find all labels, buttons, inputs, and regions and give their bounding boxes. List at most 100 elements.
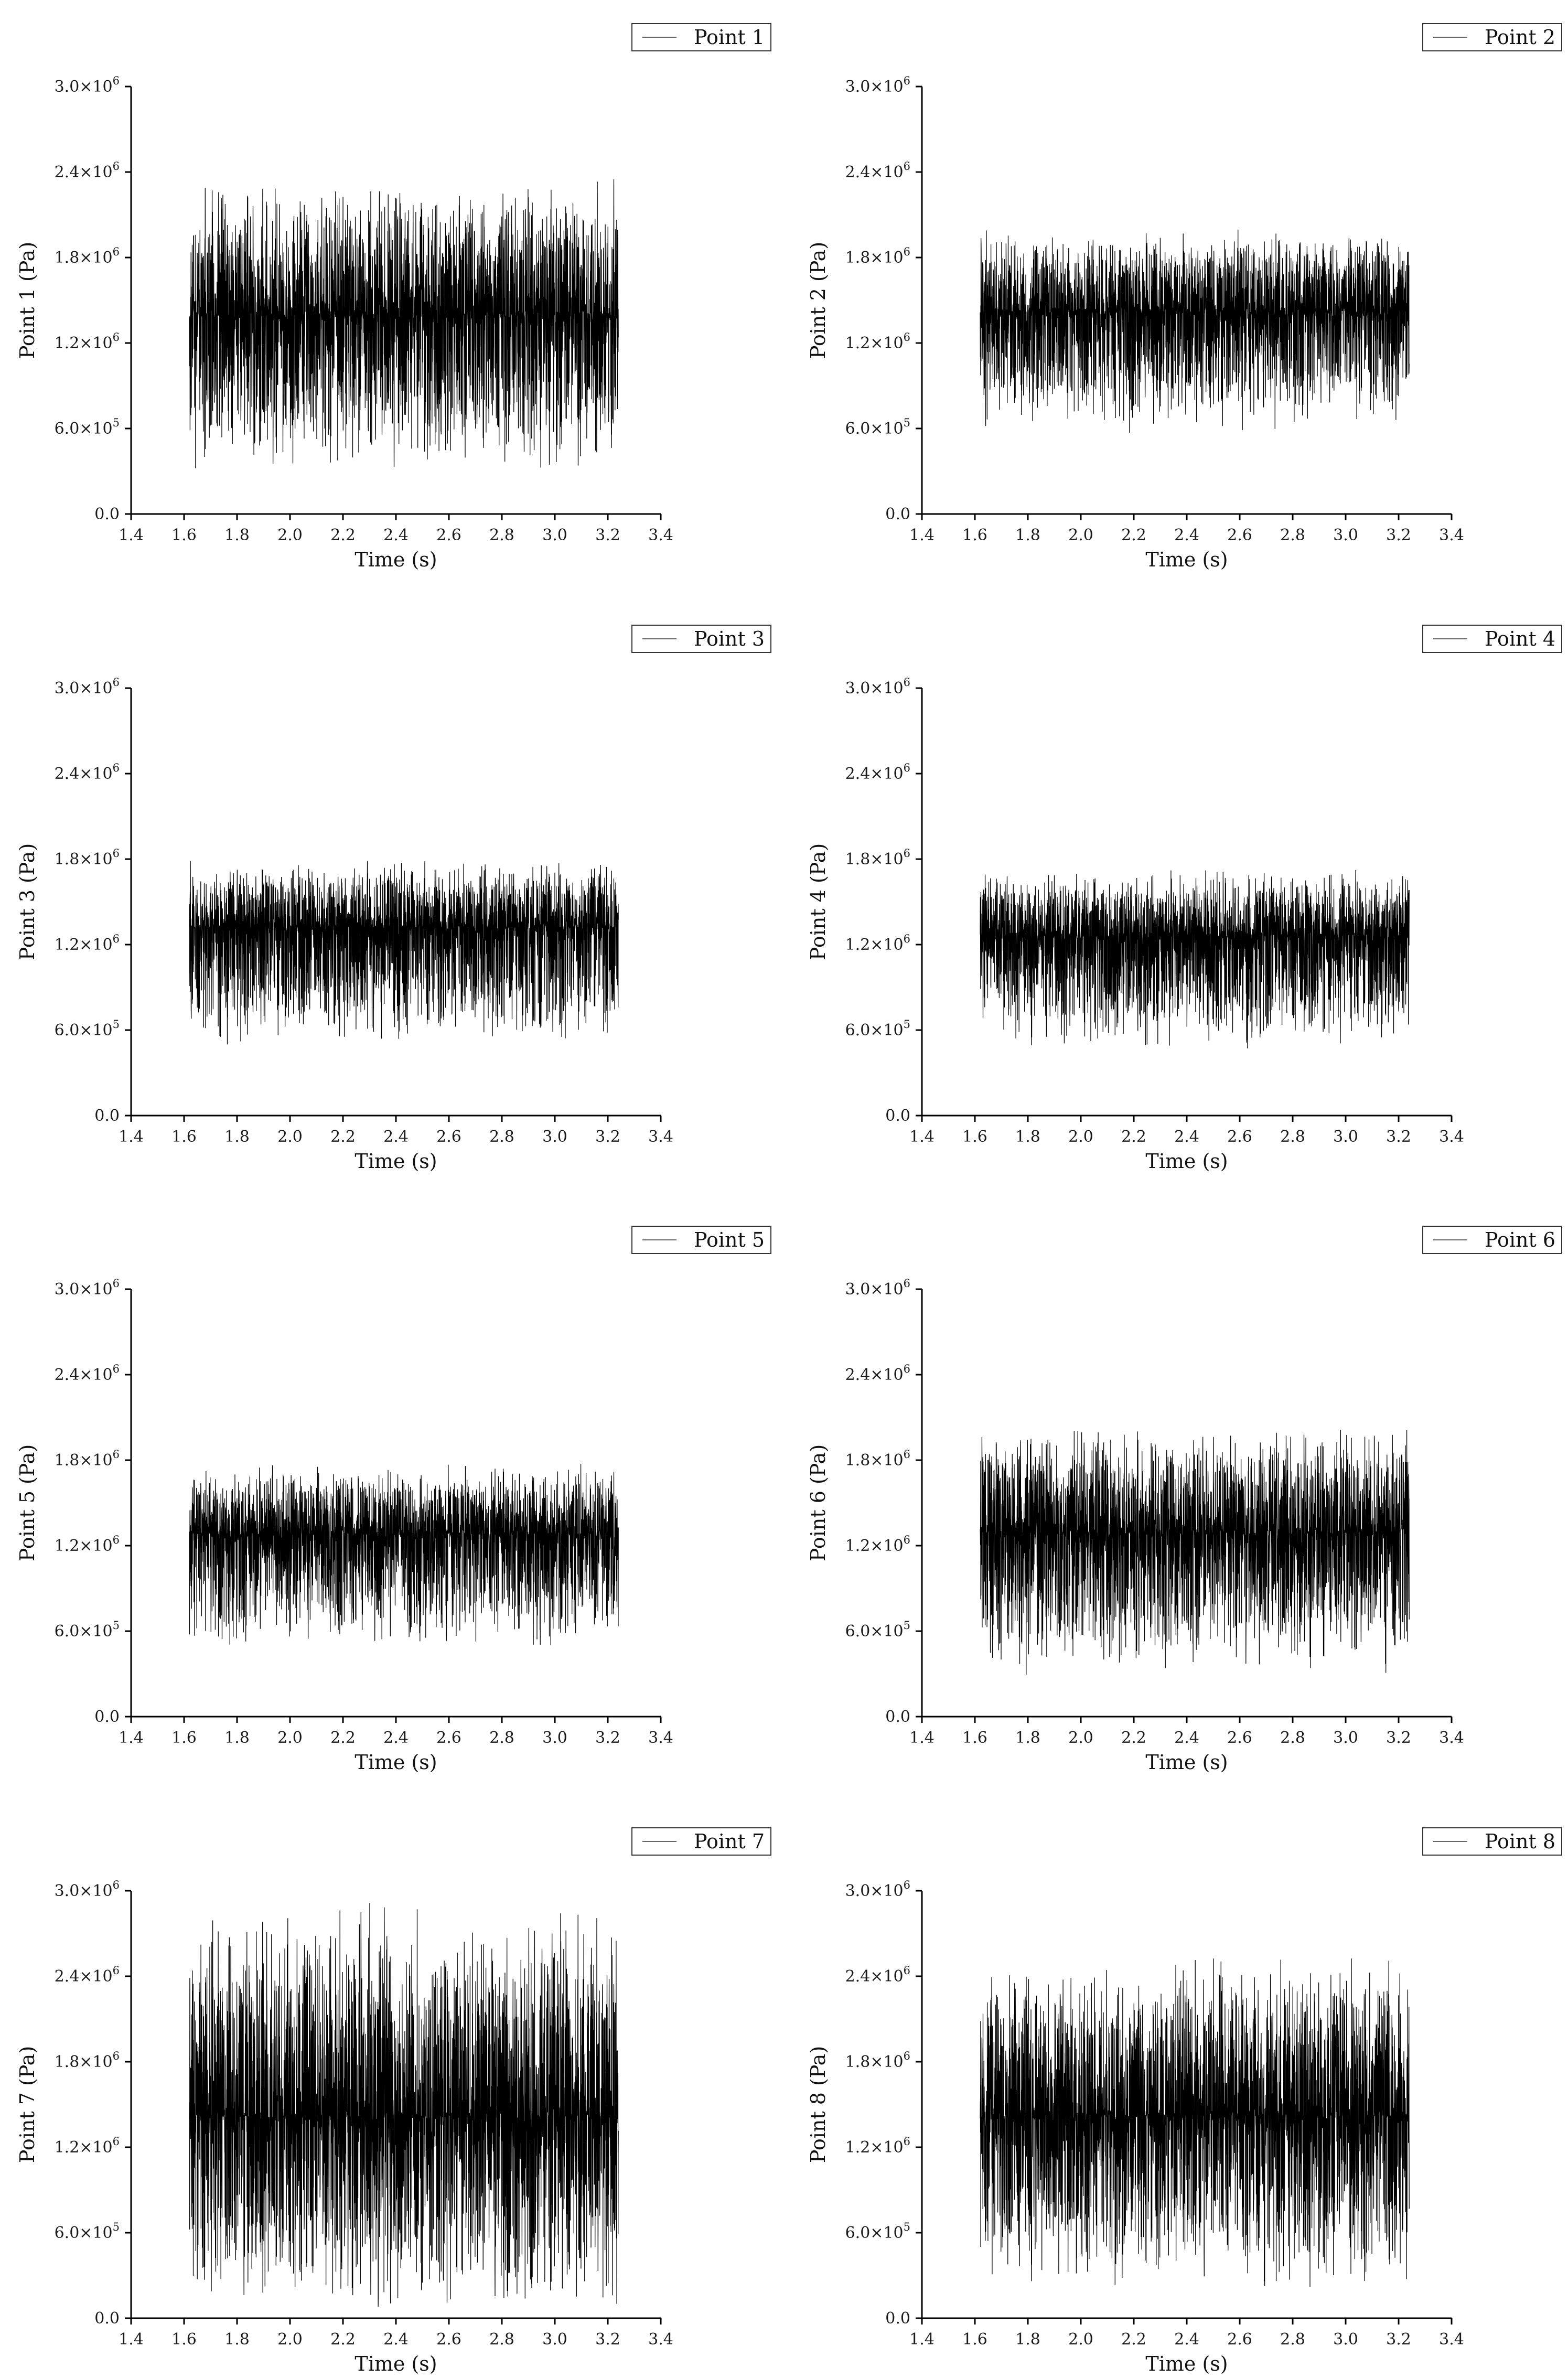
x-tick-label: 1.6 — [962, 1128, 987, 1146]
legend-label: Point 1 — [694, 26, 765, 49]
y-tick-label: 2.4×106 — [55, 762, 120, 783]
x-tick-label: 2.8 — [1280, 2330, 1305, 2349]
x-tick-label: 2.0 — [277, 2330, 303, 2349]
y-tick-label: 1.2×106 — [845, 2135, 910, 2157]
x-tick-label: 2.4 — [1174, 2330, 1199, 2349]
x-tick-label: 1.6 — [171, 1128, 197, 1146]
y-tick-label: 0.0 — [885, 1708, 910, 1726]
y-tick-label: 0.0 — [94, 1708, 120, 1726]
y-tick-label: 3.0×106 — [55, 676, 120, 698]
chart-panel-5: 1.4 1.6 1.8 2.0 2.2 2.4 2.6 2.8 3.0 3.2 3.4 0.0 6.0×… — [16, 1226, 771, 1774]
x-tick-label: 1.4 — [119, 1128, 144, 1146]
series-line-point-8 — [980, 1958, 1410, 2287]
series-line-point-1 — [189, 179, 619, 468]
x-axis-title: Time (s) — [355, 548, 437, 571]
y-axis-title: Point 4 (Pa) — [807, 843, 830, 960]
x-tick-label: 3.0 — [1333, 1729, 1358, 1747]
x-tick-label: 2.4 — [1174, 1128, 1199, 1146]
y-tick-label: 1.8×106 — [845, 847, 910, 869]
x-tick-label: 1.4 — [119, 1729, 144, 1747]
x-axis-title: Time (s) — [1145, 1150, 1228, 1173]
y-tick-label: 2.4×106 — [55, 160, 120, 181]
x-tick-label: 2.8 — [1280, 1729, 1305, 1747]
y-tick-label: 1.2×106 — [55, 2135, 120, 2157]
x-tick-label: 3.2 — [1386, 1729, 1411, 1747]
chart-panel-2: 1.4 1.6 1.8 2.0 2.2 2.4 2.6 2.8 3.0 3.2 3.4 0.0 6.0×… — [807, 23, 1562, 571]
x-tick-label: 1.8 — [224, 1128, 250, 1146]
x-tick-label: 1.6 — [171, 1729, 197, 1747]
y-tick-label: 1.8×106 — [55, 245, 120, 267]
x-tick-label: 3.4 — [648, 2330, 673, 2349]
y-tick-label: 3.0×106 — [845, 676, 910, 698]
x-tick-label: 1.8 — [1015, 2330, 1040, 2349]
x-tick-label: 3.4 — [648, 1729, 673, 1747]
x-tick-label: 1.8 — [1015, 526, 1040, 544]
x-tick-label: 1.4 — [119, 526, 144, 544]
x-tick-label: 2.4 — [383, 526, 409, 544]
x-tick-label: 1.6 — [171, 526, 197, 544]
x-tick-label: 1.4 — [909, 2330, 935, 2349]
series-line-point-2 — [980, 229, 1410, 433]
y-tick-label: 6.0×105 — [845, 2221, 910, 2242]
legend-label: Point 7 — [694, 1830, 765, 1853]
y-axis-title: Point 2 (Pa) — [807, 242, 830, 359]
x-tick-label: 3.0 — [1333, 1128, 1358, 1146]
x-tick-label: 1.4 — [119, 2330, 144, 2349]
x-tick-label: 3.4 — [648, 1128, 673, 1146]
legend-label: Point 6 — [1485, 1228, 1555, 1251]
y-tick-label: 0.0 — [885, 1107, 910, 1125]
series-line-point-4 — [980, 870, 1410, 1048]
series-line-point-5 — [189, 1464, 619, 1645]
x-tick-label: 2.8 — [1280, 1128, 1305, 1146]
y-axis-title: Point 6 (Pa) — [807, 1444, 830, 1561]
y-tick-label: 2.4×106 — [845, 762, 910, 783]
y-tick-label: 2.4×106 — [845, 160, 910, 181]
x-tick-label: 2.2 — [330, 1128, 356, 1146]
chart-panel-7: 1.4 1.6 1.8 2.0 2.2 2.4 2.6 2.8 3.0 3.2 3.4 0.0 6.0×… — [16, 1827, 771, 2375]
chart-panel-4: 1.4 1.6 1.8 2.0 2.2 2.4 2.6 2.8 3.0 3.2 3.4 0.0 6.0×… — [807, 625, 1562, 1173]
x-tick-label: 2.8 — [489, 2330, 514, 2349]
y-tick-label: 1.8×106 — [55, 1448, 120, 1470]
y-tick-label: 6.0×105 — [845, 1619, 910, 1641]
legend-label: Point 8 — [1485, 1830, 1555, 1853]
x-tick-label: 1.6 — [962, 2330, 987, 2349]
x-tick-label: 2.6 — [436, 1128, 461, 1146]
x-tick-label: 3.2 — [595, 1128, 620, 1146]
y-tick-label: 1.2×106 — [845, 933, 910, 954]
x-tick-label: 2.6 — [1227, 1128, 1252, 1146]
y-tick-label: 1.2×106 — [845, 331, 910, 352]
x-tick-label: 2.2 — [1121, 1729, 1146, 1747]
x-tick-label: 2.6 — [436, 526, 461, 544]
legend-box — [1422, 625, 1562, 653]
x-tick-label: 1.8 — [224, 526, 250, 544]
y-axis-title: Point 8 (Pa) — [807, 2046, 830, 2163]
y-tick-label: 1.8×106 — [845, 2050, 910, 2071]
x-tick-label: 2.6 — [1227, 1729, 1252, 1747]
y-tick-label: 1.8×106 — [55, 2050, 120, 2071]
y-tick-label: 2.4×106 — [845, 1964, 910, 1986]
y-axis-title: Point 1 (Pa) — [16, 242, 39, 359]
x-tick-label: 1.6 — [962, 526, 987, 544]
x-tick-label: 2.2 — [1121, 526, 1146, 544]
x-tick-label: 2.6 — [1227, 2330, 1252, 2349]
legend: Point 6 — [1422, 1226, 1562, 1254]
y-tick-label: 0.0 — [94, 1107, 120, 1125]
x-tick-label: 2.2 — [330, 526, 356, 544]
x-tick-label: 2.0 — [1068, 1729, 1093, 1747]
x-tick-label: 1.6 — [962, 1729, 987, 1747]
y-tick-label: 1.8×106 — [845, 1448, 910, 1470]
x-tick-label: 1.6 — [171, 2330, 197, 2349]
series-line-point-6 — [980, 1430, 1410, 1675]
x-tick-label: 1.8 — [224, 2330, 250, 2349]
x-tick-label: 2.6 — [436, 2330, 461, 2349]
legend: Point 4 — [1422, 625, 1562, 653]
legend: Point 1 — [631, 23, 771, 51]
panel-grid: 1.4 1.6 1.8 2.0 2.2 2.4 2.6 2.8 3.0 3.2 3.4 0.0 6.0×… — [16, 23, 1562, 2375]
y-tick-label: 6.0×105 — [55, 1619, 120, 1641]
x-tick-label: 3.0 — [542, 1128, 567, 1146]
y-tick-label: 3.0×106 — [845, 74, 910, 96]
x-tick-label: 3.4 — [1439, 2330, 1464, 2349]
y-tick-label: 2.4×106 — [55, 1964, 120, 1986]
legend: Point 2 — [1422, 23, 1562, 51]
